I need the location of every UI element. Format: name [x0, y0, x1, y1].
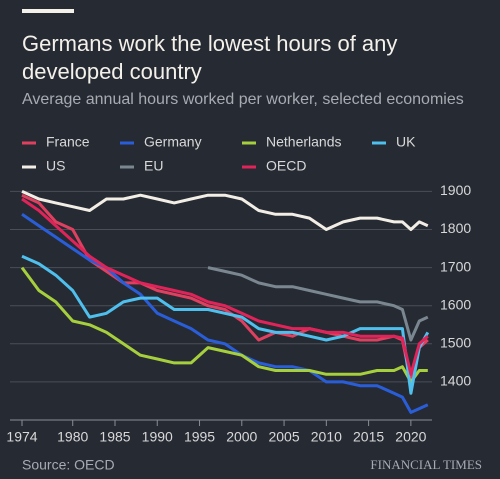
- x-tick-label: 1995: [184, 429, 215, 445]
- series-line: [21, 254, 430, 395]
- series-line: [20, 266, 428, 384]
- series-line: [21, 190, 429, 231]
- legend-label: France: [46, 134, 90, 150]
- series-line: [21, 193, 429, 384]
- legend-label: Germany: [144, 134, 202, 150]
- legend-label: Netherlands: [266, 134, 342, 150]
- x-tick-label: 2005: [268, 429, 299, 445]
- legend-label: UK: [396, 134, 416, 150]
- chart-title: Germans work the lowest hours of any dev…: [22, 31, 398, 84]
- chart-subtitle: Average annual hours worked per worker, …: [22, 91, 464, 108]
- brand-bar: [22, 9, 74, 13]
- y-tick-label: 1500: [440, 335, 471, 351]
- y-tick-label: 1600: [440, 296, 471, 312]
- x-tick-label: 1985: [99, 429, 130, 445]
- legend-label: US: [46, 158, 65, 174]
- brand: FINANCIAL TIMES: [370, 457, 482, 472]
- x-tick-label: 1990: [142, 429, 173, 445]
- x-tick-label: 1974: [6, 429, 37, 445]
- x-tick-label: 2015: [353, 429, 384, 445]
- x-tick-label: 2020: [395, 429, 426, 445]
- y-tick-label: 1800: [440, 220, 471, 236]
- series-line: [21, 197, 429, 376]
- x-tick-label: 1980: [57, 429, 88, 445]
- legend-label: EU: [144, 158, 163, 174]
- y-tick-label: 1900: [440, 182, 471, 198]
- source: Source: OECD: [22, 457, 115, 473]
- x-tick-label: 2010: [311, 429, 342, 445]
- y-tick-label: 1400: [440, 373, 471, 389]
- y-tick-label: 1700: [440, 258, 471, 274]
- legend-label: OECD: [266, 158, 306, 174]
- x-tick-label: 2000: [226, 429, 257, 445]
- series-line: [207, 266, 429, 342]
